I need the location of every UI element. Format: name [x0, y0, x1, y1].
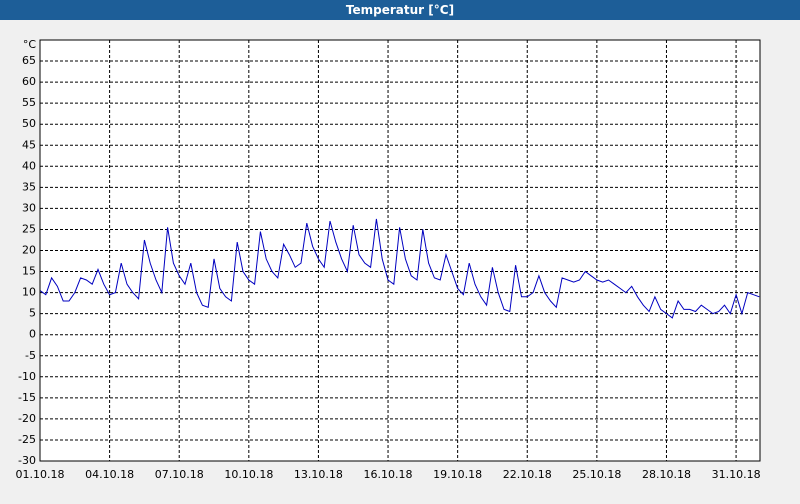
chart: °C -30 -25 -20 -15 -10 -5 0 5 10 15 20 25 30 35 40 45 50…: [0, 20, 800, 500]
y-tick-label: -10: [18, 370, 36, 383]
y-tick-label: 55: [22, 96, 36, 109]
y-tick-label: 35: [22, 180, 36, 193]
y-axis-label: °C: [23, 38, 37, 51]
x-tick-label: 25.10.18: [572, 468, 621, 481]
y-tick-label: 5: [29, 307, 36, 320]
x-tick-label: 31.10.18: [712, 468, 761, 481]
y-tick-label: -30: [18, 454, 36, 467]
temperature-line: [39, 218, 760, 319]
y-tick-label: 10: [22, 286, 36, 299]
x-tick-label: 28.10.18: [642, 468, 691, 481]
y-tick-label: 40: [22, 159, 36, 172]
y-tick-label: 50: [22, 117, 36, 130]
x-tick-label: 01.10.18: [16, 468, 65, 481]
x-tick-label: 10.10.18: [224, 468, 273, 481]
y-tick-label: 20: [22, 244, 36, 257]
x-tick-label: 19.10.18: [433, 468, 482, 481]
y-tick-label: 45: [22, 138, 36, 151]
y-tick-label: -15: [18, 391, 36, 404]
plot-frame: [39, 39, 761, 462]
y-tick-label: 25: [22, 222, 36, 235]
y-tick-label: -25: [18, 433, 36, 446]
x-tick-label: 16.10.18: [364, 468, 413, 481]
y-tick-label: 15: [22, 265, 36, 278]
y-tick-label: -5: [25, 349, 36, 362]
y-tick-label: 65: [22, 54, 36, 67]
y-tick-label: 60: [22, 75, 36, 88]
x-tick-label: 07.10.18: [155, 468, 204, 481]
x-tick-label: 22.10.18: [503, 468, 552, 481]
y-tick-label: -20: [18, 412, 36, 425]
x-tick-label: 04.10.18: [85, 468, 134, 481]
y-tick-label: 30: [22, 201, 36, 214]
y-tick-label: 0: [29, 328, 36, 341]
x-tick-label: 13.10.18: [294, 468, 343, 481]
window-title: Temperatur [°C]: [0, 0, 800, 20]
